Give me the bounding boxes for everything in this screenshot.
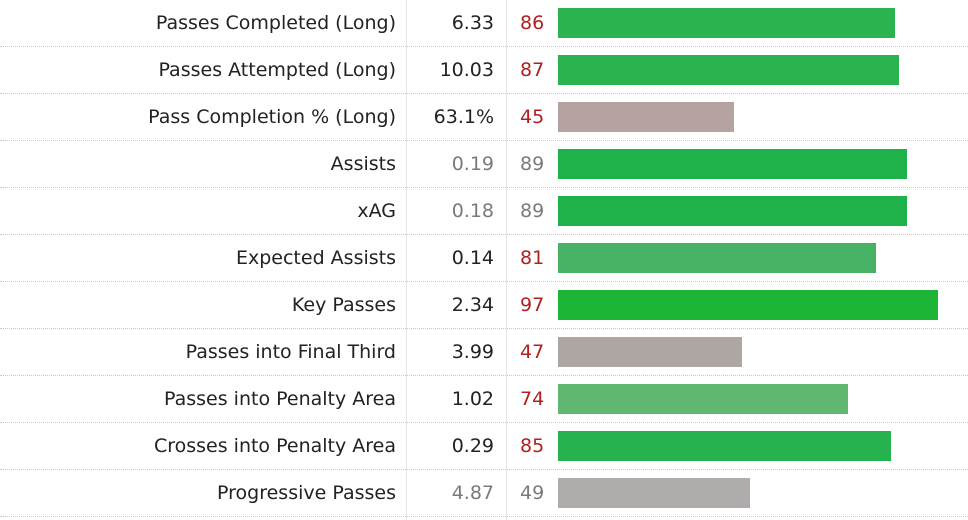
table-row: Assists 0.19 89 — [0, 141, 968, 188]
stat-value: 63.1% — [433, 106, 494, 128]
stat-value: 4.87 — [451, 482, 494, 504]
percentile-bar — [558, 290, 938, 320]
percentile-value: 97 — [520, 294, 545, 316]
stat-label: Progressive Passes — [217, 482, 396, 504]
table-row: Passes into Final Third 3.99 47 — [0, 329, 968, 376]
stat-value: 0.29 — [451, 435, 494, 457]
percentile-value: 74 — [520, 388, 545, 410]
table-row: Passes into Penalty Area 1.02 74 — [0, 376, 968, 423]
table-row: Key Passes 2.34 97 — [0, 282, 968, 329]
table-row: Crosses into Penalty Area 0.29 85 — [0, 423, 968, 470]
percentile-value: 47 — [520, 341, 545, 363]
column-divider-percentile — [506, 0, 507, 520]
column-divider-value — [406, 0, 407, 520]
percentile-value: 45 — [520, 106, 545, 128]
percentile-bar — [558, 8, 895, 38]
stat-value: 6.33 — [451, 12, 494, 34]
percentile-value: 89 — [520, 200, 545, 222]
percentile-bar — [558, 102, 734, 132]
stat-label: Assists — [330, 153, 396, 175]
stat-label: Pass Completion % (Long) — [148, 106, 396, 128]
stat-value: 2.34 — [451, 294, 494, 316]
table-row: Passes Attempted (Long) 10.03 87 — [0, 47, 968, 94]
percentile-bar — [558, 196, 907, 226]
stat-value: 10.03 — [439, 59, 494, 81]
table-row: Progressive Passes 4.87 49 — [0, 470, 968, 517]
stat-label: Expected Assists — [235, 247, 396, 269]
stat-label: Passes Attempted (Long) — [158, 59, 396, 81]
stat-value: 1.02 — [451, 388, 494, 410]
percentile-bar — [558, 431, 891, 461]
table-row: Pass Completion % (Long) 63.1% 45 — [0, 94, 968, 141]
percentile-bar — [558, 55, 899, 85]
stat-label: Crosses into Penalty Area — [153, 435, 396, 457]
stat-label: Passes into Penalty Area — [164, 388, 396, 410]
stat-label: Passes into Final Third — [185, 341, 396, 363]
stat-value: 0.14 — [451, 247, 494, 269]
stat-label: Passes Completed (Long) — [155, 12, 396, 34]
percentile-value: 81 — [520, 247, 545, 269]
percentile-value: 86 — [520, 12, 545, 34]
percentile-bar — [558, 149, 907, 179]
stat-value: 0.19 — [451, 153, 494, 175]
percentile-bar — [558, 243, 876, 273]
table-row: Expected Assists 0.14 81 — [0, 235, 968, 282]
percentile-value: 87 — [520, 59, 545, 81]
percentile-value: 85 — [520, 435, 545, 457]
percentile-bar — [558, 384, 848, 414]
percentile-bar — [558, 478, 750, 508]
stat-value: 3.99 — [451, 341, 494, 363]
percentile-value: 49 — [520, 482, 545, 504]
stat-label: xAG — [357, 200, 396, 222]
stat-value: 0.18 — [451, 200, 494, 222]
table-row: xAG 0.18 89 — [0, 188, 968, 235]
stat-label: Key Passes — [291, 294, 396, 316]
table-row: Passes Completed (Long) 6.33 86 — [0, 0, 968, 47]
percentile-bar — [558, 337, 742, 367]
percentile-value: 89 — [520, 153, 545, 175]
